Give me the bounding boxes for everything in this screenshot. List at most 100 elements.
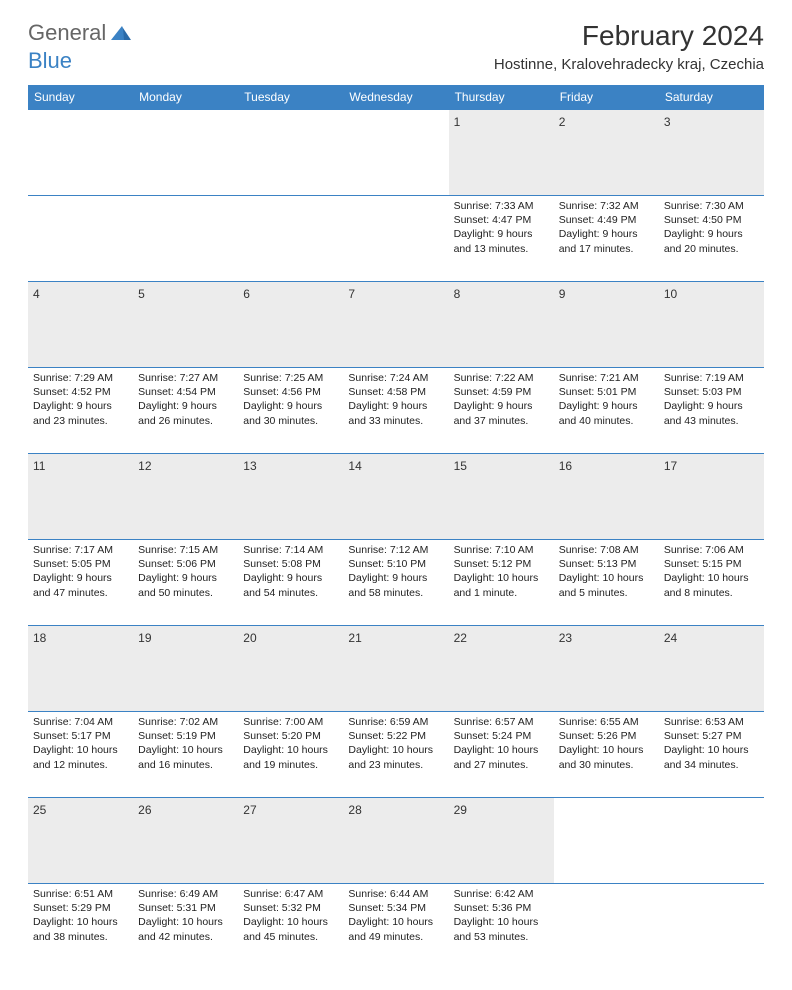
daynum-cell bbox=[133, 110, 238, 196]
daynum-cell: 22 bbox=[449, 626, 554, 712]
day-details: Sunrise: 7:32 AMSunset: 4:49 PMDaylight:… bbox=[559, 199, 654, 256]
day-cell: Sunrise: 7:32 AMSunset: 4:49 PMDaylight:… bbox=[554, 196, 659, 282]
day-header-row: SundayMondayTuesdayWednesdayThursdayFrid… bbox=[28, 85, 764, 110]
day-details: Sunrise: 7:14 AMSunset: 5:08 PMDaylight:… bbox=[243, 543, 338, 600]
day-number: 23 bbox=[559, 631, 572, 645]
daynum-cell: 19 bbox=[133, 626, 238, 712]
day-number: 7 bbox=[348, 287, 355, 301]
day-details: Sunrise: 7:15 AMSunset: 5:06 PMDaylight:… bbox=[138, 543, 233, 600]
daynum-cell bbox=[28, 110, 133, 196]
day-cell: Sunrise: 7:21 AMSunset: 5:01 PMDaylight:… bbox=[554, 368, 659, 454]
day-number: 20 bbox=[243, 631, 256, 645]
day-number: 10 bbox=[664, 287, 677, 301]
day-number: 2 bbox=[559, 115, 566, 129]
day-cell: Sunrise: 6:49 AMSunset: 5:31 PMDaylight:… bbox=[133, 884, 238, 970]
day-cell: Sunrise: 6:53 AMSunset: 5:27 PMDaylight:… bbox=[659, 712, 764, 798]
daynum-cell bbox=[659, 798, 764, 884]
day-number: 27 bbox=[243, 803, 256, 817]
day-header: Friday bbox=[554, 85, 659, 110]
day-number: 3 bbox=[664, 115, 671, 129]
daynum-cell: 1 bbox=[449, 110, 554, 196]
daynum-cell: 5 bbox=[133, 282, 238, 368]
day-details: Sunrise: 7:30 AMSunset: 4:50 PMDaylight:… bbox=[664, 199, 759, 256]
day-cell: Sunrise: 7:10 AMSunset: 5:12 PMDaylight:… bbox=[449, 540, 554, 626]
calendar-table: SundayMondayTuesdayWednesdayThursdayFrid… bbox=[28, 85, 764, 970]
day-details: Sunrise: 6:53 AMSunset: 5:27 PMDaylight:… bbox=[664, 715, 759, 772]
day-cell: Sunrise: 6:51 AMSunset: 5:29 PMDaylight:… bbox=[28, 884, 133, 970]
day-details: Sunrise: 7:08 AMSunset: 5:13 PMDaylight:… bbox=[559, 543, 654, 600]
day-cell: Sunrise: 7:24 AMSunset: 4:58 PMDaylight:… bbox=[343, 368, 448, 454]
day-number: 4 bbox=[33, 287, 40, 301]
brand-part1: General bbox=[28, 20, 106, 46]
daynum-cell: 20 bbox=[238, 626, 343, 712]
day-details: Sunrise: 7:06 AMSunset: 5:15 PMDaylight:… bbox=[664, 543, 759, 600]
day-cell: Sunrise: 6:47 AMSunset: 5:32 PMDaylight:… bbox=[238, 884, 343, 970]
day-cell bbox=[133, 196, 238, 282]
day-number: 17 bbox=[664, 459, 677, 473]
day-number: 26 bbox=[138, 803, 151, 817]
daynum-cell: 8 bbox=[449, 282, 554, 368]
daynum-cell: 24 bbox=[659, 626, 764, 712]
daynum-cell: 18 bbox=[28, 626, 133, 712]
day-number: 11 bbox=[33, 459, 45, 473]
daynum-cell: 4 bbox=[28, 282, 133, 368]
day-details: Sunrise: 7:02 AMSunset: 5:19 PMDaylight:… bbox=[138, 715, 233, 772]
day-cell: Sunrise: 7:06 AMSunset: 5:15 PMDaylight:… bbox=[659, 540, 764, 626]
day-number: 25 bbox=[33, 803, 46, 817]
day-header: Wednesday bbox=[343, 85, 448, 110]
daynum-cell: 9 bbox=[554, 282, 659, 368]
day-details: Sunrise: 7:24 AMSunset: 4:58 PMDaylight:… bbox=[348, 371, 443, 428]
day-number: 19 bbox=[138, 631, 151, 645]
daynum-cell bbox=[343, 110, 448, 196]
day-details: Sunrise: 6:47 AMSunset: 5:32 PMDaylight:… bbox=[243, 887, 338, 944]
day-number: 16 bbox=[559, 459, 572, 473]
day-cell: Sunrise: 7:02 AMSunset: 5:19 PMDaylight:… bbox=[133, 712, 238, 798]
day-cell bbox=[659, 884, 764, 970]
daynum-cell: 26 bbox=[133, 798, 238, 884]
day-cell: Sunrise: 6:59 AMSunset: 5:22 PMDaylight:… bbox=[343, 712, 448, 798]
day-number: 28 bbox=[348, 803, 361, 817]
day-number: 1 bbox=[454, 115, 461, 129]
daynum-cell: 2 bbox=[554, 110, 659, 196]
day-details: Sunrise: 7:33 AMSunset: 4:47 PMDaylight:… bbox=[454, 199, 549, 256]
daynum-cell bbox=[554, 798, 659, 884]
daynum-row: 45678910 bbox=[28, 282, 764, 368]
day-details: Sunrise: 7:25 AMSunset: 4:56 PMDaylight:… bbox=[243, 371, 338, 428]
day-details: Sunrise: 6:44 AMSunset: 5:34 PMDaylight:… bbox=[348, 887, 443, 944]
day-cell: Sunrise: 7:12 AMSunset: 5:10 PMDaylight:… bbox=[343, 540, 448, 626]
day-cell: Sunrise: 7:17 AMSunset: 5:05 PMDaylight:… bbox=[28, 540, 133, 626]
day-cell: Sunrise: 7:27 AMSunset: 4:54 PMDaylight:… bbox=[133, 368, 238, 454]
daynum-cell bbox=[238, 110, 343, 196]
day-header: Monday bbox=[133, 85, 238, 110]
day-cell: Sunrise: 7:29 AMSunset: 4:52 PMDaylight:… bbox=[28, 368, 133, 454]
day-number: 21 bbox=[348, 631, 361, 645]
day-cell: Sunrise: 7:15 AMSunset: 5:06 PMDaylight:… bbox=[133, 540, 238, 626]
day-cell bbox=[343, 196, 448, 282]
daynum-cell: 29 bbox=[449, 798, 554, 884]
day-cell bbox=[554, 884, 659, 970]
day-number: 14 bbox=[348, 459, 361, 473]
location-text: Hostinne, Kralovehradecky kraj, Czechia bbox=[494, 56, 764, 73]
daynum-cell: 7 bbox=[343, 282, 448, 368]
day-number: 5 bbox=[138, 287, 145, 301]
day-details: Sunrise: 6:49 AMSunset: 5:31 PMDaylight:… bbox=[138, 887, 233, 944]
day-number: 24 bbox=[664, 631, 677, 645]
day-number: 8 bbox=[454, 287, 461, 301]
daynum-cell: 10 bbox=[659, 282, 764, 368]
day-cell: Sunrise: 6:42 AMSunset: 5:36 PMDaylight:… bbox=[449, 884, 554, 970]
daynum-cell: 27 bbox=[238, 798, 343, 884]
daynum-cell: 21 bbox=[343, 626, 448, 712]
day-number: 18 bbox=[33, 631, 46, 645]
daynum-row: 11121314151617 bbox=[28, 454, 764, 540]
day-details: Sunrise: 7:22 AMSunset: 4:59 PMDaylight:… bbox=[454, 371, 549, 428]
daynum-cell: 28 bbox=[343, 798, 448, 884]
day-cell: Sunrise: 7:25 AMSunset: 4:56 PMDaylight:… bbox=[238, 368, 343, 454]
day-details: Sunrise: 6:42 AMSunset: 5:36 PMDaylight:… bbox=[454, 887, 549, 944]
day-cell: Sunrise: 7:30 AMSunset: 4:50 PMDaylight:… bbox=[659, 196, 764, 282]
day-details: Sunrise: 7:21 AMSunset: 5:01 PMDaylight:… bbox=[559, 371, 654, 428]
day-number: 15 bbox=[454, 459, 467, 473]
daynum-row: 25 26 27 28 29 bbox=[28, 798, 764, 884]
day-header: Tuesday bbox=[238, 85, 343, 110]
day-details: Sunrise: 7:29 AMSunset: 4:52 PMDaylight:… bbox=[33, 371, 128, 428]
day-cell bbox=[238, 196, 343, 282]
